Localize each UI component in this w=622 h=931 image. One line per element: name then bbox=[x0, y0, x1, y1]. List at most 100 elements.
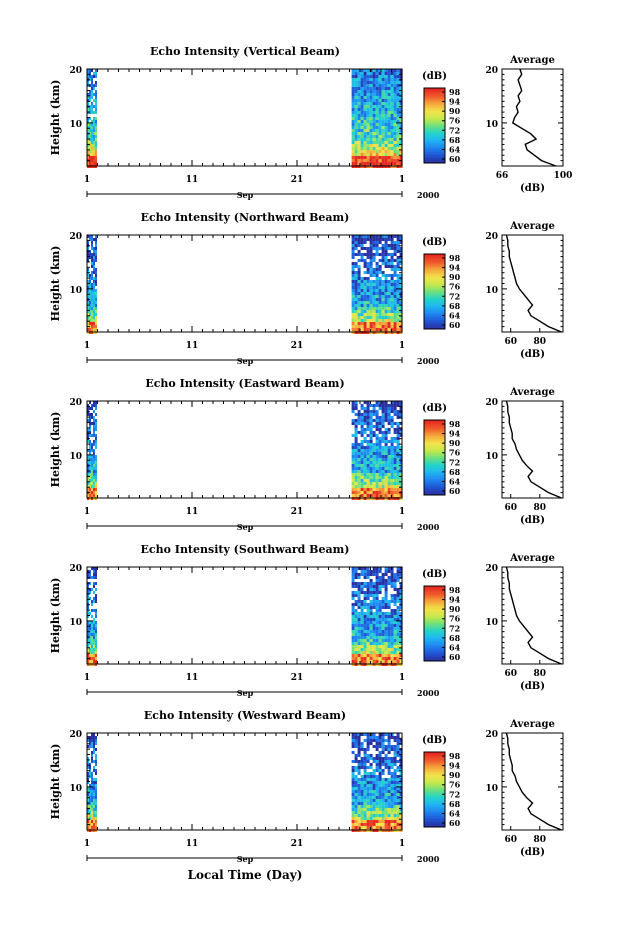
heatmap-cell bbox=[372, 482, 376, 485]
heatmap-cell bbox=[390, 72, 394, 75]
heatmap-cell bbox=[381, 645, 385, 648]
heatmap-cell bbox=[351, 615, 355, 618]
heatmap-cell bbox=[396, 114, 400, 117]
colorbar-tick-label: 90 bbox=[449, 604, 461, 614]
heatmap-cell bbox=[390, 817, 394, 820]
heatmap-cell bbox=[357, 461, 361, 464]
heatmap-cell bbox=[390, 69, 394, 72]
heatmap-cell bbox=[95, 298, 97, 301]
heatmap-cell bbox=[91, 781, 93, 784]
heatmap-cell bbox=[387, 648, 391, 651]
heatmap-cell bbox=[351, 114, 355, 117]
heatmap-cell bbox=[399, 763, 403, 766]
heatmap-cell bbox=[93, 491, 95, 494]
heatmap-cell bbox=[396, 624, 400, 627]
heatmap-cell bbox=[378, 277, 382, 280]
heatmap-cell bbox=[357, 781, 361, 784]
heatmap-cell bbox=[381, 488, 385, 491]
heatmap-cell bbox=[354, 286, 358, 289]
heatmap-cell bbox=[354, 96, 358, 99]
heatmap-cell bbox=[360, 147, 364, 150]
heatmap-cell bbox=[384, 636, 388, 639]
heatmap-cell bbox=[399, 793, 403, 796]
heatmap-cell bbox=[93, 126, 95, 129]
heatmap-cell bbox=[393, 105, 397, 108]
heatmap-cell bbox=[95, 790, 97, 793]
heatmap-cell bbox=[390, 147, 394, 150]
heatmap-cell bbox=[393, 793, 397, 796]
heatmap-cell bbox=[378, 156, 382, 159]
heatmap-cell bbox=[372, 90, 376, 93]
x-tick-label: 1 bbox=[399, 175, 405, 185]
heatmap-cell bbox=[95, 588, 97, 591]
heatmap-cell bbox=[366, 654, 370, 657]
heatmap-cell bbox=[384, 597, 388, 600]
heatmap-cell bbox=[91, 826, 93, 829]
heatmap-cell bbox=[396, 126, 400, 129]
heatmap-cell bbox=[372, 253, 376, 256]
heatmap-cell bbox=[93, 591, 95, 594]
heatmap-cell bbox=[363, 642, 367, 645]
heatmap-cell bbox=[393, 621, 397, 624]
heatmap-cell bbox=[93, 482, 95, 485]
colorbar-band bbox=[424, 795, 445, 798]
heatmap-cell bbox=[399, 826, 403, 829]
heatmap-cell bbox=[384, 588, 388, 591]
heatmap-cell bbox=[89, 319, 91, 322]
heatmap-cell bbox=[369, 147, 373, 150]
heatmap-cell bbox=[360, 636, 364, 639]
heatmap-cell bbox=[375, 253, 379, 256]
heatmap-cell bbox=[91, 123, 93, 126]
heatmap-cell bbox=[351, 642, 355, 645]
heatmap-cell bbox=[354, 431, 358, 434]
heatmap-cell bbox=[396, 307, 400, 310]
heatmap-cell bbox=[354, 485, 358, 488]
heatmap-cell bbox=[351, 280, 355, 283]
heatmap-cell bbox=[366, 612, 370, 615]
heatmap-cell bbox=[363, 78, 367, 81]
heatmap-cell bbox=[89, 452, 91, 455]
heatmap-cell bbox=[378, 479, 382, 482]
heatmap-cell bbox=[369, 111, 373, 114]
heatmap-cell bbox=[351, 253, 355, 256]
heatmap-cell bbox=[360, 159, 364, 162]
heatmap-cell bbox=[95, 748, 97, 751]
heatmap-cell bbox=[366, 754, 370, 757]
heatmap-cell bbox=[375, 328, 379, 331]
heatmap-cell bbox=[384, 820, 388, 823]
heatmap-cell bbox=[378, 132, 382, 135]
heatmap-cell bbox=[87, 117, 89, 120]
heatmap-cell bbox=[375, 606, 379, 609]
heatmap-cell bbox=[354, 636, 358, 639]
colorbar-band bbox=[424, 95, 445, 98]
heatmap-cell bbox=[360, 135, 364, 138]
heatmap-cell bbox=[95, 573, 97, 576]
heatmap-cell bbox=[381, 585, 385, 588]
heatmap-cell bbox=[95, 826, 97, 829]
heatmap-cell bbox=[375, 573, 379, 576]
heatmap-cell bbox=[91, 754, 93, 757]
heatmap-cell bbox=[381, 733, 385, 736]
heatmap-cell bbox=[91, 760, 93, 763]
heatmap-cell bbox=[366, 144, 370, 147]
colorbar-band bbox=[424, 793, 445, 796]
heatmap-cell bbox=[396, 292, 400, 295]
heatmap-cell bbox=[396, 132, 400, 135]
heatmap-cell bbox=[91, 799, 93, 802]
heatmap-cell bbox=[384, 111, 388, 114]
heatmap-cell bbox=[351, 579, 355, 582]
heatmap-cell bbox=[375, 135, 379, 138]
heatmap-cell bbox=[393, 458, 397, 461]
heatmap-cell bbox=[381, 422, 385, 425]
colorbar-band bbox=[424, 263, 445, 266]
heatmap-cell bbox=[393, 87, 397, 90]
heatmap-cell bbox=[93, 802, 95, 805]
heatmap-cell bbox=[93, 422, 95, 425]
heatmap-cell bbox=[354, 241, 358, 244]
heatmap-cell bbox=[360, 654, 364, 657]
heatmap-cell bbox=[372, 826, 376, 829]
heatmap-cell bbox=[375, 150, 379, 153]
heatmap-cell bbox=[95, 102, 97, 105]
heatmap-cell bbox=[351, 808, 355, 811]
heatmap-cell bbox=[384, 301, 388, 304]
